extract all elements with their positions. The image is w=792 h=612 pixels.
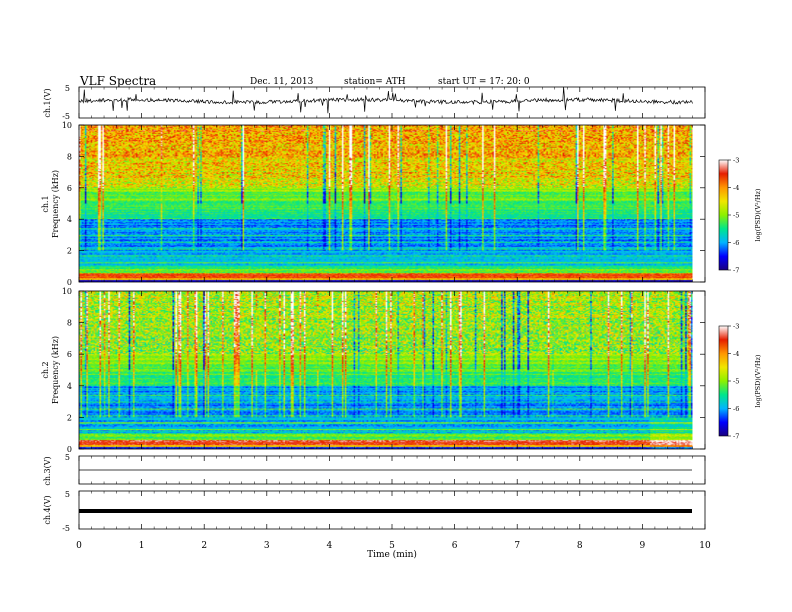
ch2-spectrogram-image — [79, 291, 693, 449]
colorbar-tick-label: -5 — [733, 378, 739, 386]
y-tick-label: 8 — [67, 152, 72, 161]
y-tick-label: 2 — [67, 247, 72, 256]
ch3-waveform-ytick-top: 5 — [65, 453, 70, 462]
x-tick-label: 2 — [201, 541, 207, 551]
ch3-waveform-panel: 5 ch.3(V) — [43, 453, 706, 486]
ch1-waveform-line — [78, 86, 693, 114]
ch2-colorbar: -3 -4 -5 -6 -7 log(PSD)(V²/Hz) — [718, 323, 762, 441]
header-station: station= ATH — [344, 77, 406, 87]
y-tick-label: 6 — [67, 350, 72, 359]
x-tick-label: 7 — [514, 541, 520, 551]
x-tick-label: 10 — [699, 541, 711, 551]
y-tick-label: 4 — [67, 215, 72, 224]
ch4-waveform-ytick-bottom: -5 — [62, 524, 70, 533]
x-tick-label: 1 — [139, 541, 145, 551]
colorbar-tick-label: -3 — [733, 323, 739, 331]
ch2-spectrogram-panel: 0 2 4 6 8 10 ch.2 Frequency (kHz) -3 -4 -5 -6 -7 … — [41, 287, 762, 454]
ch1-spectrogram-ylabel: ch.1 — [41, 195, 50, 212]
ch1-spectrogram-panel: 0 2 4 6 8 10 ch.1 Frequency (kHz) -3 -4 -5 -6 -7 … — [41, 121, 762, 287]
y-tick-label: 2 — [67, 413, 72, 422]
ch4-waveform-ytick-top: 5 — [65, 490, 70, 499]
ch1-colorbar-gradient — [718, 159, 729, 271]
ch2-colorbar-label: log(PSD)(V²/Hz) — [754, 354, 762, 407]
header-date: Dec. 11, 2013 — [250, 77, 314, 87]
y-tick-label: 0 — [67, 445, 72, 454]
colorbar-tick-label: -5 — [733, 212, 739, 220]
y-tick-label: 10 — [62, 121, 72, 130]
ch1-colorbar-label: log(PSD)(V²/Hz) — [754, 188, 762, 241]
ch1-spectrogram-ylabel-freq: Frequency (kHz) — [51, 170, 60, 238]
colorbar-tick-label: -4 — [733, 184, 739, 192]
x-tick-label: 0 — [76, 541, 82, 551]
ch1-spectrogram-image — [79, 125, 693, 282]
x-tick-label: 5 — [389, 541, 395, 551]
colorbar-tick-label: -7 — [733, 433, 739, 441]
header-start-time: start UT = 17: 20: 0 — [438, 77, 530, 87]
ch2-spectrogram-ylabel: ch.2 — [41, 361, 50, 378]
ch4-waveform-panel: 5 -5 ch.4(V) — [43, 490, 706, 533]
ch1-waveform-ylabel: ch.1(V) — [43, 88, 52, 117]
y-tick-label: 10 — [62, 287, 72, 296]
colorbar-tick-label: -3 — [733, 157, 739, 165]
x-tick-label: 8 — [577, 541, 583, 551]
y-tick-label: 0 — [67, 278, 72, 287]
x-tick-label: 6 — [452, 541, 458, 551]
y-tick-label: 8 — [67, 319, 72, 328]
x-tick-label: 9 — [640, 541, 646, 551]
x-tick-label: 3 — [264, 541, 270, 551]
ch1-waveform-ytick-top: 5 — [65, 84, 70, 93]
ch1-waveform-panel: 5 -5 ch.1(V) — [43, 84, 706, 121]
ch1-waveform-ytick-bottom: -5 — [62, 112, 70, 121]
x-axis-ticks: 0 1 2 3 4 5 6 7 8 9 10 — [76, 87, 711, 551]
ch4-waveform-ylabel: ch.4(V) — [43, 495, 52, 524]
ch3-waveform-ylabel: ch.3(V) — [43, 456, 52, 485]
colorbar-tick-label: -4 — [733, 350, 739, 358]
figure-title: VLF Spectra — [79, 74, 156, 88]
colorbar-tick-label: -6 — [733, 405, 739, 413]
colorbar-tick-label: -6 — [733, 239, 739, 247]
colorbar-tick-label: -7 — [733, 267, 739, 275]
ch2-spectrogram-ylabel-freq: Frequency (kHz) — [51, 336, 60, 404]
ch2-colorbar-gradient — [718, 325, 729, 437]
x-axis-label: Time (min) — [367, 549, 417, 560]
y-tick-label: 6 — [67, 184, 72, 193]
y-tick-label: 4 — [67, 382, 72, 391]
ch1-waveform-frame — [78, 86, 706, 119]
x-tick-label: 4 — [327, 541, 333, 551]
ch1-colorbar: -3 -4 -5 -6 -7 log(PSD)(V²/Hz) — [718, 157, 762, 275]
